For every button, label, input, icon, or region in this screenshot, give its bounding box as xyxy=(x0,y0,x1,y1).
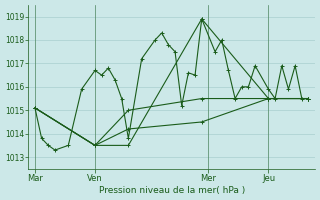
X-axis label: Pression niveau de la mer( hPa ): Pression niveau de la mer( hPa ) xyxy=(99,186,245,195)
